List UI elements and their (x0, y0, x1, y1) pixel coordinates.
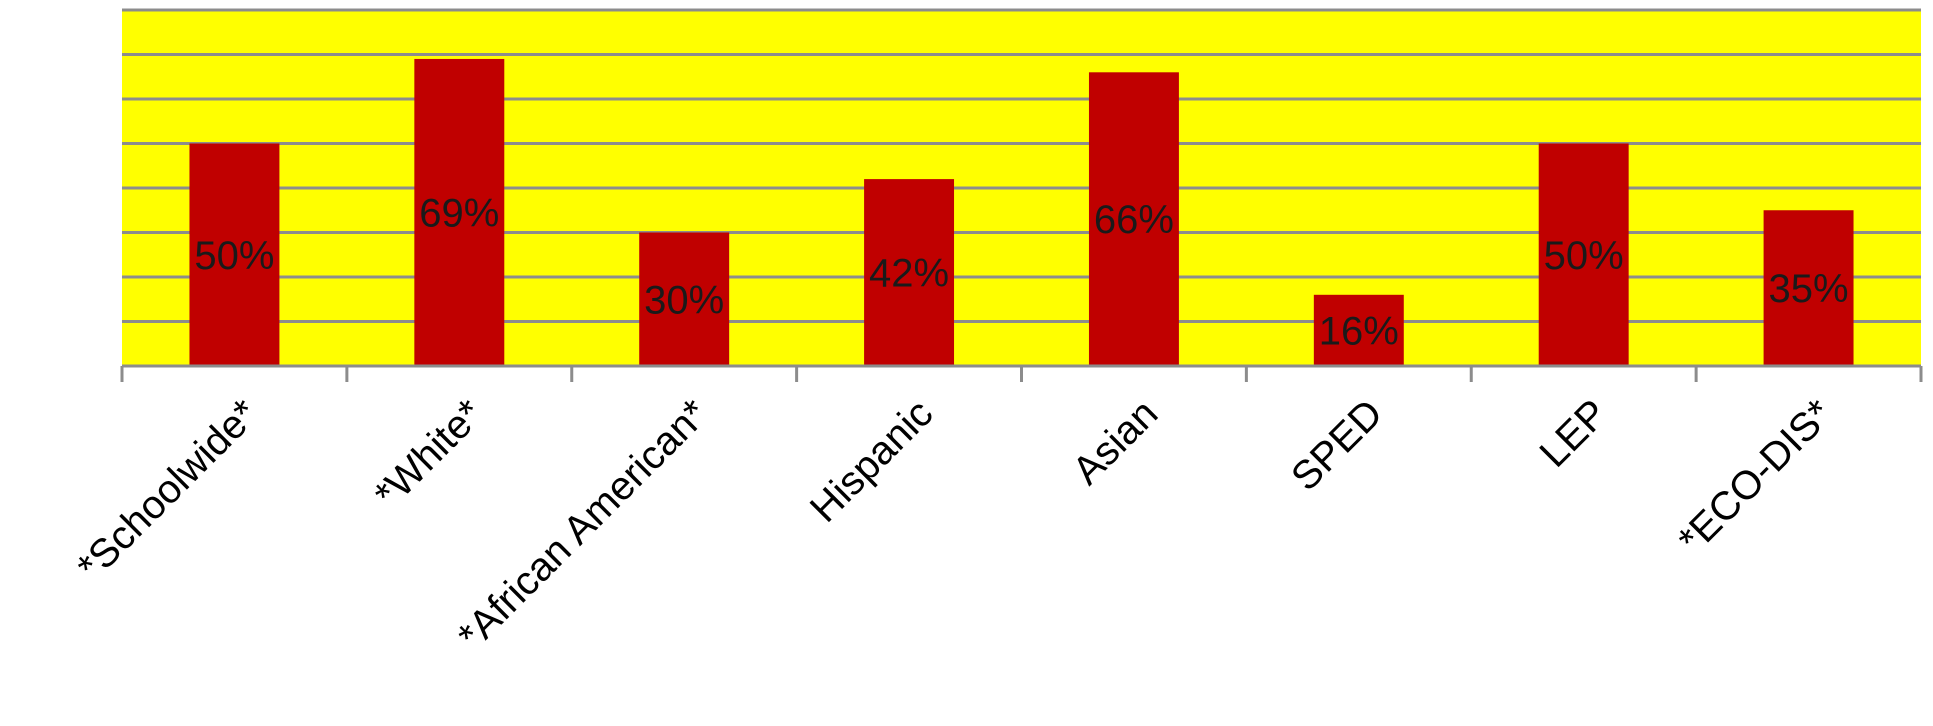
x-tick-label: *ECO-DIS* (1670, 391, 1841, 562)
bar (189, 143, 280, 366)
bar (1763, 210, 1854, 366)
data-label: 50% (194, 234, 274, 278)
x-tick-label: LEP (1531, 391, 1616, 476)
x-tick-label: Hispanic (802, 391, 942, 531)
bar (1088, 72, 1179, 367)
x-axis (120, 364, 1923, 382)
x-tick-labels: *Schoolwide* *White**African American* His… (69, 391, 1841, 658)
data-label: 42% (869, 252, 949, 296)
data-label: 35% (1769, 267, 1849, 311)
data-label: 16% (1319, 309, 1399, 353)
bar (414, 58, 505, 366)
data-label: 30% (644, 278, 724, 322)
x-tick-label: Asian (1064, 391, 1166, 493)
bar (639, 232, 730, 366)
x-tick-label: *African American* (450, 391, 717, 658)
data-label: 50% (1544, 234, 1624, 278)
data-labels: 50% 69% 30% 42% 66% 16% 50% 35% (194, 191, 1848, 353)
bars (189, 58, 1854, 367)
bar (1313, 294, 1404, 366)
bar (1538, 143, 1629, 366)
x-tick-label: SPED (1283, 391, 1391, 499)
x-tick-label: *Schoolwide* (69, 391, 267, 589)
data-label: 66% (1094, 198, 1174, 242)
x-tick-label: *White* (366, 391, 491, 516)
bar (864, 179, 955, 366)
data-label: 69% (419, 191, 499, 235)
